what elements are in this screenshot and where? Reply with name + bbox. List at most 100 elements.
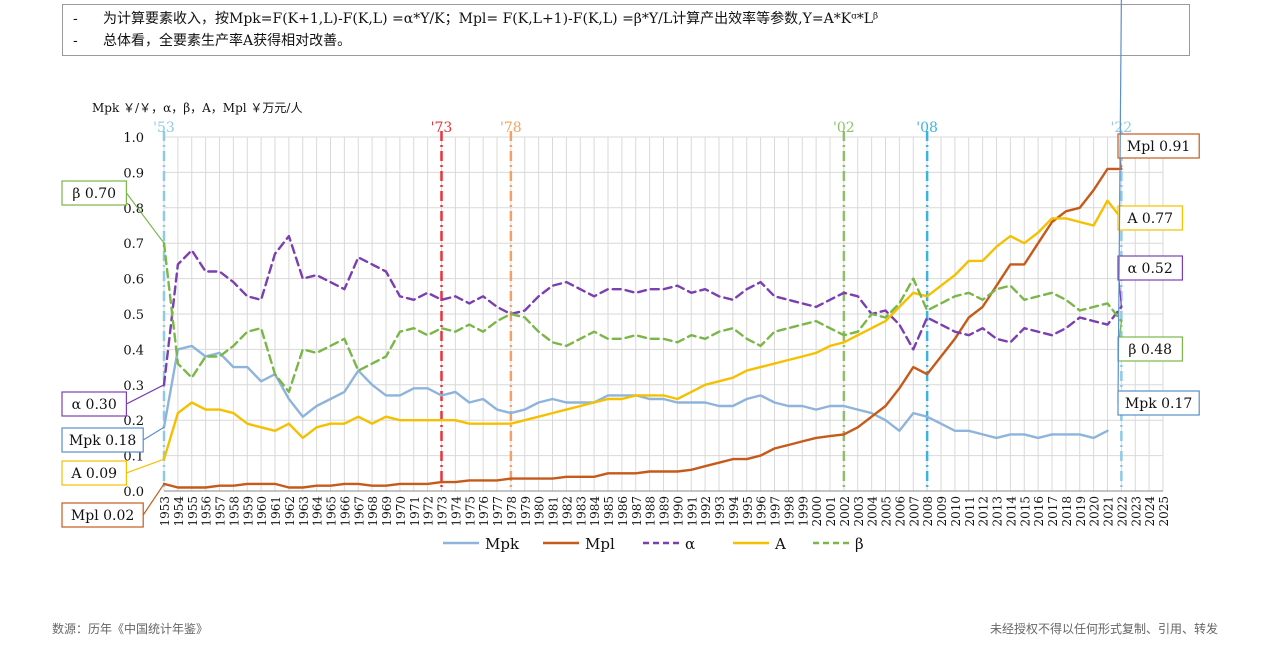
y-tick-label: 0.3: [123, 379, 144, 394]
x-tick-label: 1954: [172, 496, 186, 527]
x-tick-label: 2016: [1032, 496, 1046, 527]
marker-label: '73: [431, 120, 453, 136]
x-tick-label: 2004: [866, 496, 880, 527]
legend-label: A: [774, 535, 786, 553]
x-tick-label: 1982: [560, 496, 574, 527]
notes-box: - 为计算要素收入，按Mpk=F(K+1,L)-F(K,L) =α*Y/K；Mpl…: [62, 4, 1190, 56]
x-tick-label: 1965: [325, 496, 339, 527]
callout-label: α 0.52: [1128, 261, 1173, 277]
x-tick-label: 2014: [1004, 496, 1018, 527]
callout-label: Mpl 0.91: [1127, 139, 1190, 155]
x-tick-label: 2015: [1018, 496, 1032, 527]
x-tick-label: 1997: [769, 496, 783, 527]
callout-box: [61, 502, 144, 528]
legend-item-A: A: [733, 535, 786, 553]
x-tick-label: 2006: [893, 496, 907, 527]
legend-item-Mpk: Mpk: [443, 535, 520, 553]
series-line-α: [162, 234, 1123, 386]
y-tick-label: 0.7: [123, 237, 144, 252]
callout-box: [1117, 205, 1184, 231]
x-tick-label: 1978: [505, 496, 519, 527]
y-tick-label: 1.0: [123, 131, 144, 146]
x-tick-label: 2020: [1088, 496, 1102, 527]
x-tick-label: 1958: [227, 496, 241, 527]
x-tick-label: 1961: [269, 496, 283, 527]
legend-label: β: [855, 535, 864, 553]
y-tick-label: 0.9: [123, 166, 144, 181]
x-tick-label: 1953: [158, 496, 172, 527]
note-row-2: - 总体看，全要素生产率A获得相对改善。: [73, 30, 1179, 52]
series-line-A: [162, 199, 1123, 461]
y-tick-label: 0.4: [123, 343, 144, 358]
x-tick-label: 2023: [1129, 496, 1143, 527]
x-tick-label: 2012: [977, 496, 991, 527]
x-tick-label: 1981: [547, 496, 561, 527]
x-tick-label: 1984: [588, 496, 602, 527]
callout-label: β 0.70: [72, 186, 116, 202]
x-tick-label: 2018: [1060, 496, 1074, 527]
x-tick-label: 2010: [949, 496, 963, 527]
callout-label: β 0.48: [1128, 342, 1172, 358]
x-tick-label: 1989: [658, 496, 672, 527]
callout-box: [1117, 390, 1200, 416]
x-tick-label: 2025: [1157, 496, 1171, 527]
callout-box: [1117, 255, 1184, 281]
copyright-note: 未经授权不得以任何形式复制、引用、转发: [989, 622, 1218, 636]
x-tick-label: 1957: [214, 496, 228, 527]
series-line-Mpl: [162, 167, 1123, 489]
x-tick-label: 2007: [907, 496, 921, 527]
note-bullet: -: [73, 11, 78, 27]
callout-label: α 0.30: [72, 397, 117, 413]
x-tick-label: 1979: [519, 496, 533, 527]
marker-label: '08: [916, 120, 938, 136]
callout-label: A 0.09: [70, 466, 117, 482]
x-tick-label: 1986: [616, 496, 630, 527]
x-tick-label: 1994: [727, 496, 741, 527]
note-bullet: -: [73, 33, 78, 49]
legend-item-β: β: [813, 535, 864, 553]
callout-leader: [125, 192, 165, 244]
x-tick-label: 1969: [380, 496, 394, 527]
marker-label: '53: [153, 120, 175, 136]
x-tick-label: 1955: [186, 496, 200, 527]
legend-label: α: [685, 535, 695, 553]
x-tick-label: 1998: [782, 496, 796, 527]
x-tick-label: 1959: [241, 496, 255, 527]
source-note: 数源：历年《中国统计年鉴》: [52, 622, 209, 636]
x-tick-label: 2008: [921, 496, 935, 527]
callout-box: [61, 391, 128, 417]
x-tick-label: 2002: [838, 496, 852, 527]
y-tick-label: 0.5: [123, 308, 144, 323]
callout-box: [61, 460, 128, 486]
x-tick-label: 1974: [449, 496, 463, 527]
x-tick-label: 1972: [422, 496, 436, 527]
x-tick-label: 1990: [671, 496, 685, 527]
x-tick-label: 2024: [1143, 496, 1157, 527]
factor-efficiency-chart: Mpk ￥/￥，α，β，A，Mpl ￥万元/人 0.0 0.1 0.2 0.3 0.4 0.…: [61, 0, 1200, 553]
note-row-1: - 为计算要素收入，按Mpk=F(K+1,L)-F(K,L) =α*Y/K；Mpl…: [73, 8, 1179, 30]
x-tick-label: 1962: [283, 496, 297, 527]
callout-box: [61, 427, 144, 453]
legend-label: Mpl: [585, 535, 615, 553]
x-tick-label: 1977: [491, 496, 505, 527]
x-tick-label: 1975: [463, 496, 477, 527]
note-text: 为计算要素收入，按Mpk=F(K+1,L)-F(K,L) =α*Y/K；Mpl=…: [103, 11, 879, 27]
x-tick-label: 1993: [713, 496, 727, 527]
x-tick-label: 1973: [436, 496, 450, 527]
x-tick-label: 1966: [338, 496, 352, 527]
x-tick-label: 1960: [255, 496, 269, 527]
x-tick-label: 2013: [991, 496, 1005, 527]
note-text: 总体看，全要素生产率A获得相对改善。: [103, 33, 352, 49]
callout-label: A 0.77: [1126, 211, 1173, 227]
y-axis-title: Mpk ￥/￥，α，β，A，Mpl ￥万元/人: [92, 101, 302, 115]
y-tick-label: 0.0: [123, 485, 144, 500]
callout-label: Mpl 0.02: [71, 508, 134, 524]
x-tick-label: 1963: [297, 496, 311, 527]
x-tick-label: 1996: [755, 496, 769, 527]
marker-label: '22: [1111, 120, 1133, 136]
x-tick-label: 2017: [1046, 496, 1060, 527]
x-tick-label: 1987: [630, 496, 644, 527]
x-tick-label: 1956: [200, 496, 214, 527]
callout-leader: [142, 483, 165, 516]
x-tick-label: 2022: [1115, 496, 1129, 527]
